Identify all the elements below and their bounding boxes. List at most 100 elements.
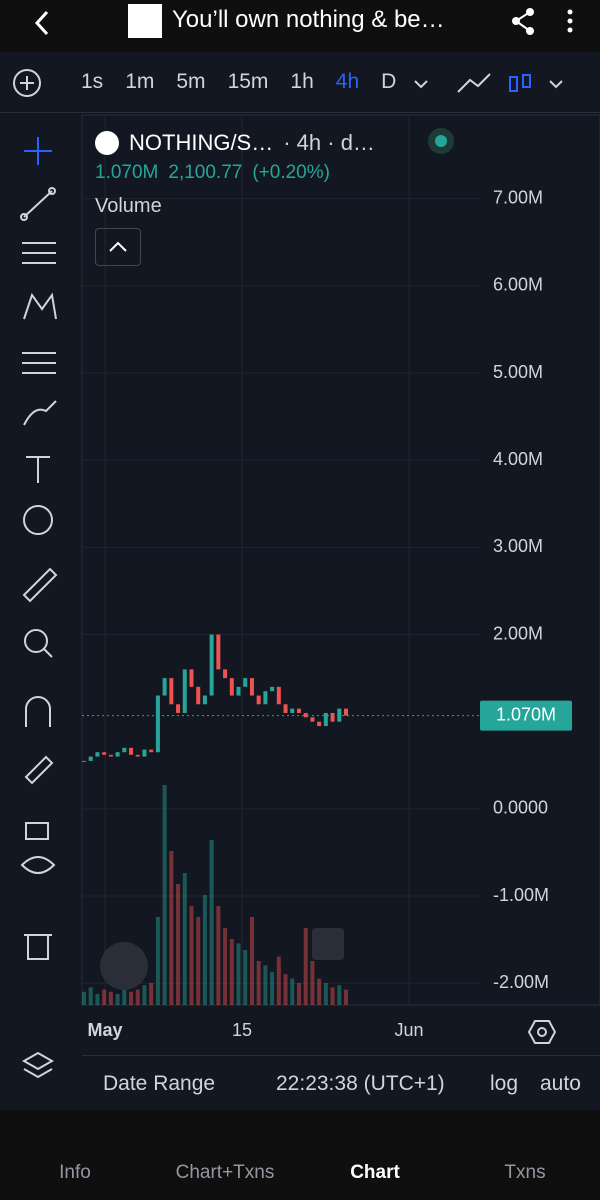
- volume-bar: [95, 994, 100, 1005]
- auto-toggle[interactable]: auto: [540, 1072, 581, 1095]
- volume-bar: [88, 987, 93, 1005]
- candle: [162, 678, 167, 696]
- interval[interactable]: 5m: [176, 70, 206, 93]
- interval[interactable]: 1m: [125, 70, 155, 93]
- y-tick-label: 3.00M: [493, 536, 543, 556]
- clock: 22:23:38 (UTC+1): [276, 1072, 445, 1095]
- volume-bar: [330, 987, 335, 1005]
- candle: [135, 754, 140, 757]
- volume-bar: [108, 991, 113, 1005]
- candle: [189, 669, 194, 687]
- footer-bar: Date Range 22:23:38 (UTC+1) log auto: [82, 1055, 600, 1111]
- candle: [290, 708, 295, 713]
- legend: NOTHING/S… · 4h · d…: [95, 130, 375, 156]
- interval[interactable]: 15m: [227, 70, 269, 93]
- interval[interactable]: 1s: [81, 70, 104, 93]
- tv-logo: [100, 942, 148, 990]
- volume-bar: [296, 983, 301, 1005]
- candle: [202, 695, 207, 705]
- avatar: [128, 4, 162, 38]
- volume-bar: [317, 978, 322, 1005]
- volume-bar: [129, 991, 134, 1005]
- x-tick-label: 15: [232, 1020, 252, 1040]
- volume-bar: [82, 991, 86, 1005]
- volume-bar: [169, 851, 174, 1005]
- log-toggle[interactable]: log: [490, 1072, 519, 1095]
- candle: [155, 695, 160, 753]
- volume-bar: [256, 961, 261, 1005]
- price-value: 2,100.77: [168, 162, 243, 183]
- y-tick-label: 7.00M: [493, 187, 543, 207]
- y-tick-label: 5.00M: [493, 362, 543, 382]
- nav-item[interactable]: Chart+Txns: [175, 1162, 275, 1183]
- settings-button[interactable]: [528, 1018, 556, 1046]
- candle: [169, 678, 174, 705]
- y-tick-label: 0.0000: [493, 798, 548, 818]
- toolbar: 1s 1m 5m 15m 1h 4h D: [0, 52, 600, 113]
- last-price-label: 1.070M: [496, 704, 556, 724]
- candle: [256, 695, 261, 705]
- add-indicator[interactable]: [12, 68, 42, 98]
- volume-bar: [189, 906, 194, 1005]
- candle: [223, 669, 228, 679]
- candle: [182, 669, 187, 713]
- plot-border: [81, 114, 600, 1006]
- interval[interactable]: D: [381, 70, 397, 93]
- volume-bar: [236, 943, 241, 1005]
- volume-bar: [115, 994, 120, 1005]
- candle: [344, 708, 348, 716]
- candle: [209, 634, 214, 696]
- candle: [323, 712, 328, 727]
- volume-bar: [223, 928, 228, 1005]
- x-tick-label: May: [87, 1020, 122, 1040]
- candle: [283, 704, 288, 713]
- candle: [236, 686, 241, 696]
- candle: [196, 686, 201, 705]
- nav-item[interactable]: Info: [59, 1162, 91, 1183]
- collapse-button[interactable]: [95, 228, 141, 266]
- reset-button[interactable]: [312, 928, 344, 960]
- interval[interactable]: 1h: [290, 70, 314, 93]
- candle: [337, 708, 342, 722]
- y-tick-label: 2.00M: [493, 623, 543, 643]
- volume-bar: [283, 974, 288, 1005]
- volume-bar: [135, 989, 140, 1005]
- volume-bar: [216, 906, 221, 1005]
- top-bar: You’ll own nothing & be…: [0, 0, 600, 52]
- nav-item[interactable]: Chart: [350, 1162, 400, 1183]
- candle: [243, 678, 248, 687]
- volume-bar: [182, 873, 187, 1005]
- chart: 7.00M 6.00M 5.00M 4.00M 3.00M 2.00M 0.0000 -1.0…: [81, 114, 600, 1040]
- nav-item[interactable]: Txns: [504, 1162, 546, 1183]
- last-price-box: [480, 700, 572, 731]
- symbol-name: NOTHING/S…: [129, 130, 274, 155]
- volume-bar: [229, 939, 234, 1005]
- volume-bar: [263, 965, 268, 1005]
- share-button[interactable]: [508, 6, 540, 38]
- candle: [270, 686, 275, 692]
- candle: [142, 749, 147, 757]
- status-dot: [428, 128, 454, 154]
- study-name: Volume: [95, 195, 162, 217]
- candle: [95, 752, 100, 757]
- candle: [122, 747, 127, 753]
- volume-bar: [337, 985, 342, 1005]
- interval[interactable]: 4h: [335, 70, 360, 93]
- volume-bar: [155, 917, 160, 1005]
- candle: [317, 721, 322, 727]
- volume-bar: [344, 989, 348, 1005]
- volume-bar: [176, 884, 181, 1005]
- volume-bar: [142, 985, 147, 1005]
- legend-values: 1.070M 2,100.77 (+0.20%): [95, 162, 330, 184]
- date-range[interactable]: Date Range: [103, 1072, 216, 1095]
- candle: [88, 756, 93, 761]
- menu-button[interactable]: [560, 6, 580, 38]
- x-tick-label: Jun: [394, 1020, 423, 1040]
- back-button[interactable]: [28, 8, 58, 38]
- y-tick-label: 4.00M: [493, 449, 543, 469]
- volume-bar: [270, 972, 275, 1005]
- candle: [296, 708, 301, 713]
- candle: [263, 691, 268, 705]
- page-title: You’ll own nothing & be…: [172, 6, 445, 33]
